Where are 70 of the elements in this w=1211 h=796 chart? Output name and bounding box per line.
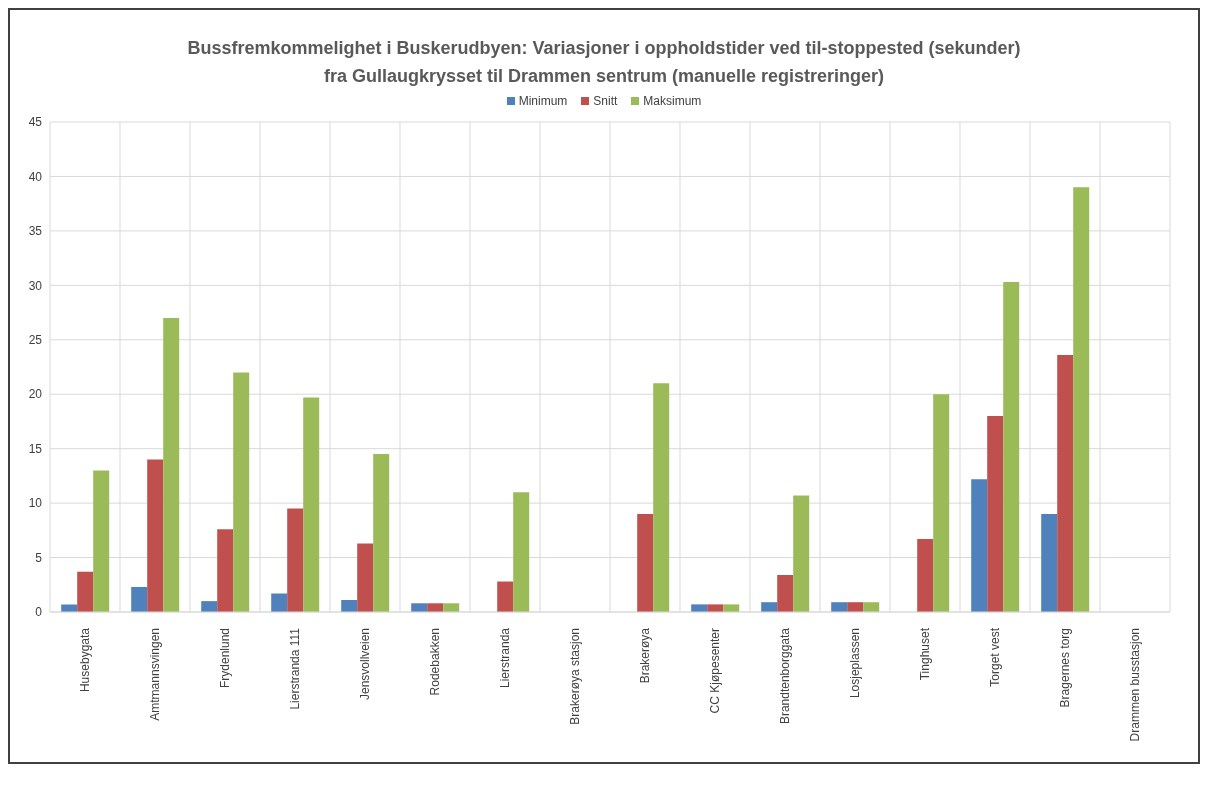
bar [411,603,428,612]
bar [61,604,78,612]
bar [233,372,250,612]
bar [637,514,654,612]
x-tick-label: Frydenlund [218,628,232,689]
y-tick-label: 20 [28,387,43,402]
y-tick-label: 30 [28,278,43,293]
y-tick-label: 35 [28,224,43,239]
bar [761,602,778,612]
x-tick-label: Torget vest [988,627,1002,687]
bar [217,529,234,612]
bar [357,543,374,612]
bar [513,492,530,612]
bar [933,394,950,612]
y-tick-label: 25 [28,333,43,348]
bar [341,600,358,612]
bar [147,459,164,612]
bar [287,508,304,612]
bar [793,495,810,612]
bar [653,383,670,612]
x-tick-label: Lierstranda [498,627,512,689]
bar [271,593,288,612]
x-tick-label: Tinghuset [918,627,932,681]
bar [1073,187,1090,612]
y-tick-label: 15 [28,441,43,456]
bar [723,604,740,612]
bar [831,602,848,612]
bar [707,604,724,612]
bar [1003,282,1020,612]
x-tick-label: Amtmannsvingen [148,628,162,721]
x-tick-label: Brakerøya [638,627,652,684]
x-tick-label: Husebygata [78,627,92,693]
y-tick-label: 10 [28,496,43,511]
x-tick-label: Lierstranda 111 [288,627,302,710]
bar [1057,355,1074,612]
bar [971,479,988,612]
bar [987,416,1004,612]
bar [427,603,444,612]
bar [373,454,390,612]
bar [77,571,94,612]
bar [303,397,320,612]
x-tick-label: Drammen busstasjon [1128,628,1142,742]
y-tick-label: 5 [35,550,43,565]
x-tick-label: Rodebakken [428,628,442,696]
bar [917,539,934,612]
bar [847,602,864,612]
legend-label: Minimum [517,94,568,108]
bar [131,586,148,612]
x-tick-label: Brandtenborggata [778,627,792,725]
legend-label: Maksimum [642,94,702,108]
x-tick-label: Brakerøya stasjon [568,628,582,725]
chart-subtitle: fra Gullaugkrysset til Drammen sentrum (manuelle registreringer) [322,65,886,88]
bar [497,581,514,612]
bar [1041,514,1058,612]
bar [863,602,880,612]
x-tick-label: Bragernes torg [1058,628,1072,708]
bar [443,603,460,612]
x-tick-label: Losjeplassen [848,628,862,699]
y-tick-label: 45 [28,115,43,130]
bar [163,318,180,612]
x-tick-label: CC Kjøpesenter [708,628,722,714]
bar [201,601,218,612]
legend-label: Snitt [592,94,618,108]
x-tick-label: Jensvollveien [358,628,372,701]
chart-title: Bussfremkommelighet i Buskerudbyen: Variasjoner i oppholdstider ved til-stoppested (sekunder) [186,37,1022,60]
bar [93,470,110,612]
y-tick-label: 0 [35,605,43,620]
bar [691,604,708,612]
bar [777,574,794,612]
y-tick-label: 40 [28,169,43,184]
